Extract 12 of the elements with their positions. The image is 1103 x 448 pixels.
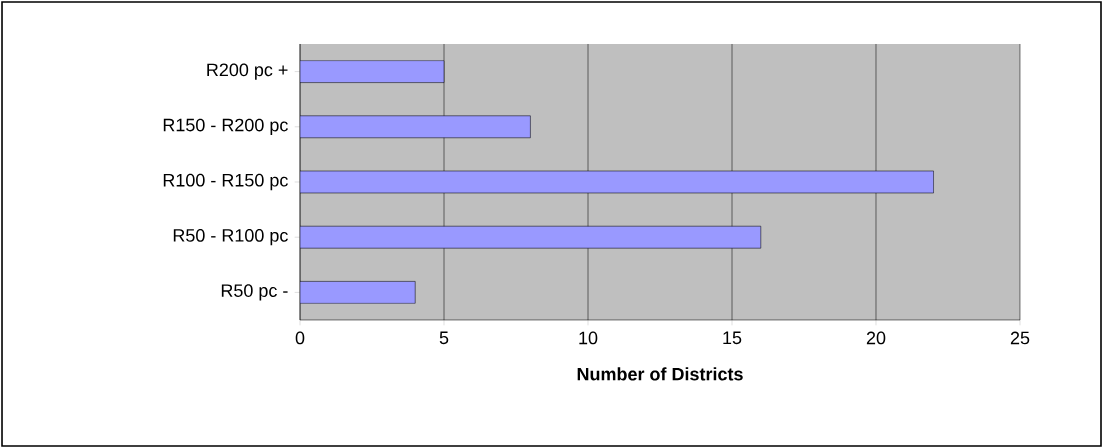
x-tick-label: 25: [1010, 331, 1030, 345]
x-tick-label: 15: [723, 331, 742, 345]
y-tick-label: R100 - R150 pc: [163, 173, 288, 191]
y-tick-label: R50 pc -: [221, 284, 288, 301]
x-tick-label: 0: [295, 331, 305, 345]
y-tick-label: R150 - R200 pc: [163, 118, 288, 135]
x-axis-title: Number of Districts: [577, 367, 743, 381]
x-tick-label: 20: [866, 331, 886, 345]
y-tick-label: R200 pc +: [207, 63, 288, 80]
x-tick-label: 10: [579, 331, 598, 345]
y-tick-label: R50 - R100 pc: [173, 229, 288, 246]
x-tick-label: 5: [439, 331, 449, 345]
